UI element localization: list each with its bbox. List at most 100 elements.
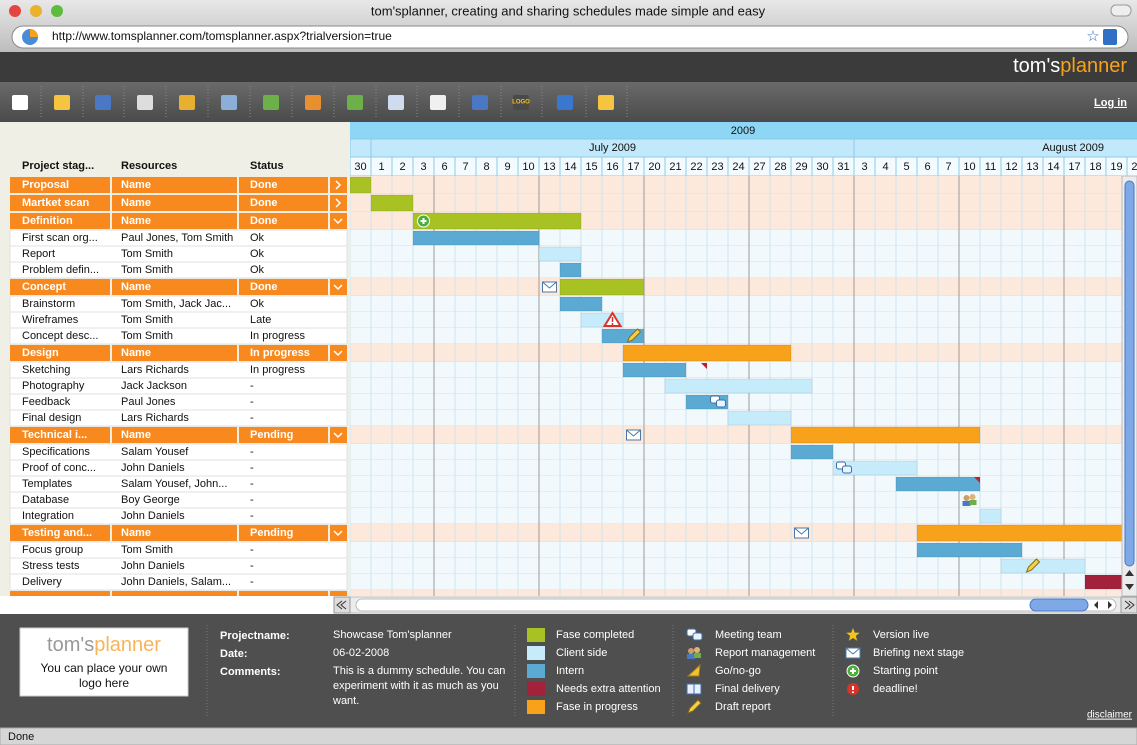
expand-toggle[interactable] [333,284,343,291]
info-button[interactable] [1103,29,1117,45]
task-status: Ok [250,298,265,310]
phase-cell [239,279,328,295]
minimize-button[interactable] [30,5,42,17]
month-label: July 2009 [589,142,636,154]
phase-resources: Name [121,281,151,293]
address-bar[interactable] [11,25,1129,49]
expand-toggle[interactable] [333,432,343,439]
icon [1025,558,1041,573]
zoom-button[interactable] [51,5,63,17]
field-value: Showcase Tom'splanner [333,629,452,641]
gantt-row [350,476,1122,492]
icon-part [420,218,427,224]
icon-part [845,647,861,655]
day-label: 8 [483,161,489,173]
phase-cell [10,177,110,193]
phase-status: Done [250,215,278,227]
toolbar-button[interactable] [179,95,195,110]
expand-toggle[interactable] [333,350,343,357]
phase-cell [10,213,110,229]
phase-cell [330,279,347,295]
toolbar-button[interactable] [430,95,446,110]
gantt-row [350,246,1122,262]
scroll-thumb[interactable] [1124,180,1135,567]
toolbar-button[interactable] [95,95,111,110]
icon [794,527,809,539]
day-label: 23 [711,161,723,173]
gantt-chart [350,176,1122,596]
day-label: 31 [837,161,849,173]
toolbar-button[interactable] [472,95,488,110]
toolbar-button[interactable] [347,95,363,110]
toolbar-button[interactable] [513,95,529,110]
gantt-bar [832,460,918,476]
phase-resources: Name [121,347,151,359]
phase-cell [330,213,347,229]
phase-name: Technical i... [22,429,87,441]
gantt-row [350,194,1122,212]
day-label: 12 [1005,161,1017,173]
toolbar-button[interactable] [305,95,321,110]
phase-name: Definition [22,215,73,227]
gantt-row [350,394,1122,410]
day-label: 6 [441,161,447,173]
toolbar-button[interactable] [54,95,70,110]
gantt-row [350,362,1122,378]
phase-name: Design [22,347,59,359]
phase-cell [10,427,110,443]
task-resources: Tom Smith, Jack Jac... [121,298,231,310]
gantt-row [350,508,1122,524]
day-label: 17 [627,161,639,173]
day-label: 4 [882,161,888,173]
phase-status: Done [250,281,278,293]
gantt-row [350,328,1122,344]
expand-toggle[interactable] [335,198,342,208]
url-text[interactable]: http://www.tomsplanner.com/tomsplanner.a… [52,29,392,43]
day-label: 22 [690,161,702,173]
task-name: Specifications [22,446,90,458]
task-row [9,573,348,591]
task-resources: Tom Smith [121,314,173,326]
gantt-bar [559,278,645,296]
icon-part [794,527,809,535]
gantt-row [350,426,1122,444]
legend-label: deadline! [873,683,918,695]
legend-label: Fase in progress [556,701,638,713]
toolbar-button[interactable] [263,95,279,110]
gantt-row [350,262,1122,278]
toolbar-button[interactable] [598,95,614,110]
expand-toggle[interactable] [333,530,343,537]
close-button[interactable] [9,5,21,17]
task-name: Stress tests [22,560,80,572]
scroll-arrows[interactable] [1094,601,1112,609]
toolbar-button[interactable] [137,95,153,110]
logo-part: tom's [1013,55,1060,77]
gantt-bar [412,212,582,230]
phase-cell [330,345,347,361]
gantt-row [350,492,1122,508]
toolbar-toggle[interactable] [1110,4,1132,17]
scroll-arrows[interactable] [1125,570,1134,590]
bookmark-star[interactable]: ☆ [1086,28,1099,45]
toolbar-button[interactable] [221,95,237,110]
gantt-row [350,590,1122,596]
toolbar-button[interactable] [12,95,28,110]
month-cell [350,138,372,158]
scroll-thumb[interactable] [1029,598,1089,612]
gantt-bar [979,508,1002,524]
column-header: Project stag... [22,160,94,172]
toolbar-button[interactable] [557,95,573,110]
login-link[interactable]: Log in [1094,97,1127,109]
phase-cell [239,427,328,443]
task-row [9,409,348,427]
expand-toggle[interactable] [335,180,342,190]
legend-label: Briefing next stage [873,647,964,659]
scroll-track[interactable] [355,598,1117,612]
expand-toggle[interactable] [333,218,343,225]
day-label: 20 [1131,161,1137,173]
phase-name: Proposal [22,179,69,191]
disclaimer-link[interactable]: disclaimer [1087,710,1133,721]
phase-name: Testing and... [22,527,92,539]
gantt-bar [559,296,603,312]
toolbar-button[interactable] [388,95,404,110]
